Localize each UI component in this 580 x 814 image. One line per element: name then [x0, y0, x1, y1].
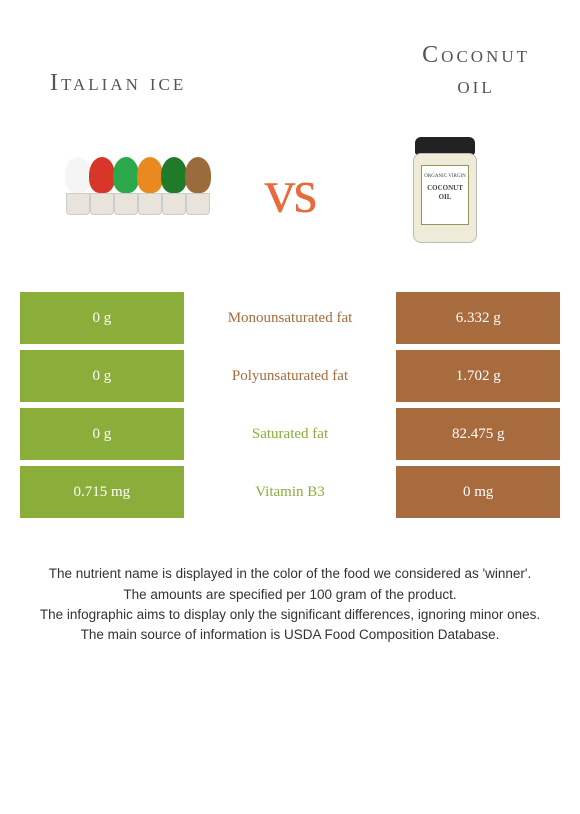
title-right: Coconut oil — [422, 40, 530, 102]
ice-cone-icon — [183, 157, 213, 227]
jar-label-main: COCONUT OIL — [422, 184, 468, 201]
italian-ice-image — [50, 127, 220, 257]
table-row: 0 gMonounsaturated fat6.332 g — [20, 292, 560, 344]
table-row: 0 gPolyunsaturated fat1.702 g — [20, 350, 560, 402]
title-left: Italian ice — [50, 70, 186, 97]
right-value: 1.702 g — [396, 350, 560, 402]
footer-line3: The infographic aims to display only the… — [30, 605, 550, 625]
left-value: 0.715 mg — [20, 466, 184, 518]
nutrient-label: Polyunsaturated fat — [184, 350, 397, 402]
vs-row: vs ORGANIC VIRGIN COCONUT OIL — [0, 112, 580, 292]
left-value: 0 g — [20, 292, 184, 344]
left-value: 0 g — [20, 408, 184, 460]
right-value: 6.332 g — [396, 292, 560, 344]
left-value: 0 g — [20, 350, 184, 402]
table-row: 0 gSaturated fat82.475 g — [20, 408, 560, 460]
vs-text: vs — [264, 157, 315, 228]
jar-icon: ORGANIC VIRGIN COCONUT OIL — [410, 137, 480, 247]
footer-notes: The nutrient name is displayed in the co… — [0, 524, 580, 665]
nutrient-label: Saturated fat — [184, 408, 397, 460]
coconut-oil-image: ORGANIC VIRGIN COCONUT OIL — [360, 127, 530, 257]
title-right-l1: Coconut — [422, 42, 530, 68]
nutrient-label: Monounsaturated fat — [184, 292, 397, 344]
header: Italian ice Coconut oil — [0, 0, 580, 112]
footer-line2: The amounts are specified per 100 gram o… — [30, 585, 550, 605]
table-row: 0.715 mgVitamin B30 mg — [20, 466, 560, 518]
right-value: 0 mg — [396, 466, 560, 518]
title-right-l2: oil — [457, 73, 494, 99]
jar-label-top: ORGANIC VIRGIN — [422, 174, 468, 180]
footer-line1: The nutrient name is displayed in the co… — [30, 564, 550, 584]
right-value: 82.475 g — [396, 408, 560, 460]
nutrient-label: Vitamin B3 — [184, 466, 397, 518]
comparison-table: 0 gMonounsaturated fat6.332 g0 gPolyunsa… — [0, 292, 580, 518]
footer-line4: The main source of information is USDA F… — [30, 625, 550, 645]
